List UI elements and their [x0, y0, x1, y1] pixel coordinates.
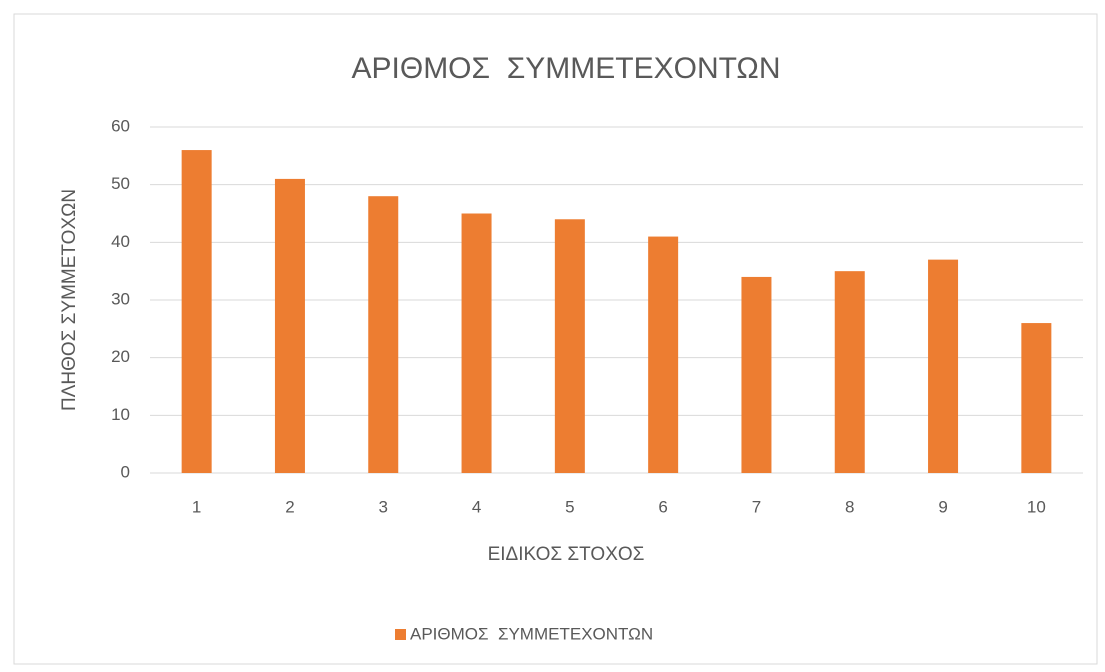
bar: [928, 259, 959, 473]
y-tick-label: 60: [111, 116, 130, 135]
x-tick-label: 9: [938, 497, 947, 516]
y-tick-label: 20: [111, 347, 130, 366]
legend-label: ΑΡΙΘΜΟΣ ΣΥΜΜΕΤΕΧΟΝΤΩΝ: [410, 624, 653, 643]
y-tick-label: 0: [121, 462, 130, 481]
bar: [554, 219, 585, 473]
bar: [181, 150, 212, 474]
chart-title: ΑΡΙΘΜΟΣ ΣΥΜΜΕΤΕΧΟΝΤΩΝ: [352, 52, 781, 85]
y-tick-label: 40: [111, 232, 130, 251]
x-tick-label: 5: [565, 497, 574, 516]
bar: [648, 236, 679, 473]
bar: [741, 276, 772, 473]
bar: [834, 271, 865, 473]
y-tick-label: 10: [111, 405, 130, 424]
bar: [1021, 323, 1052, 473]
y-tick-label: 50: [111, 174, 130, 193]
x-axis-label: ΕΙΔΙΚΟΣ ΣΤΟΧΟΣ: [488, 544, 645, 565]
x-tick-label: 10: [1027, 497, 1046, 516]
x-tick-label: 2: [285, 497, 294, 516]
legend-swatch: [395, 629, 406, 640]
x-tick-label: 7: [752, 497, 761, 516]
x-tick-label: 4: [472, 497, 481, 516]
x-tick-label: 1: [192, 497, 201, 516]
x-tick-label: 6: [658, 497, 667, 516]
bar: [368, 196, 399, 473]
x-tick-label: 3: [379, 497, 388, 516]
bar: [274, 178, 305, 473]
bar: [461, 213, 492, 473]
y-tick-label: 30: [111, 289, 130, 308]
y-axis-label: ΠΛΗΘΟΣ ΣΥΜΜΕΤΟΧΩΝ: [59, 189, 80, 411]
x-tick-label: 8: [845, 497, 854, 516]
